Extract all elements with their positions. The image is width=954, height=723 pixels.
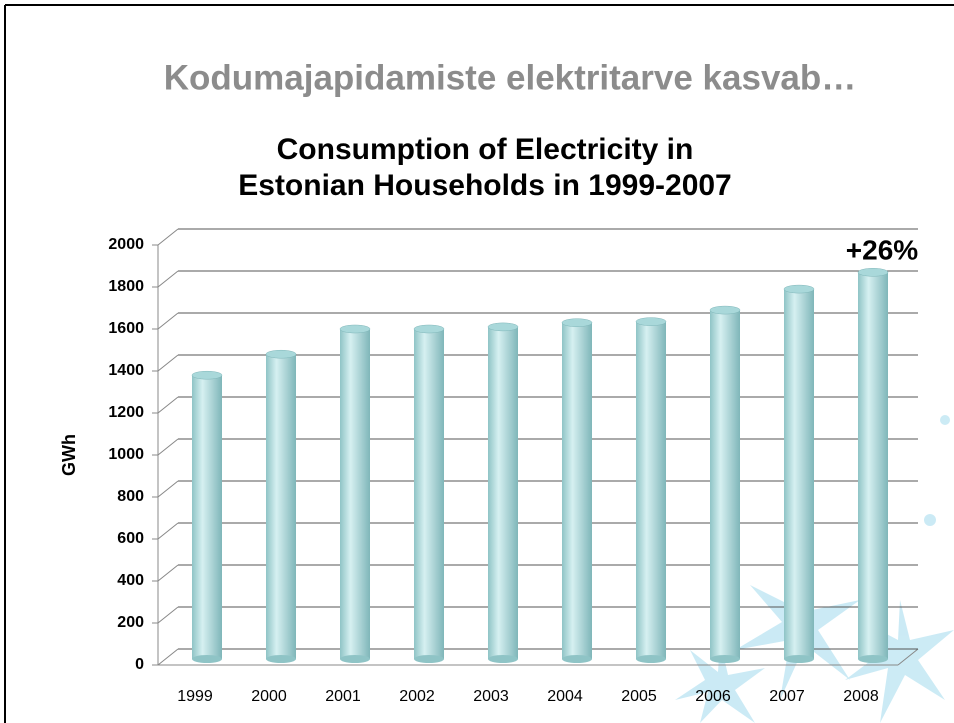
bar-top: [857, 268, 889, 277]
x-tick-label: 2006: [695, 688, 731, 705]
bar: [339, 324, 371, 663]
bar-top: [561, 318, 593, 327]
bar-base: [192, 655, 222, 663]
bar: [783, 284, 815, 663]
bar-base: [266, 655, 296, 663]
bar-body: [562, 322, 592, 659]
bar: [191, 370, 223, 663]
bar-body: [636, 321, 666, 659]
grid-line: [157, 438, 179, 456]
y-tick-label: 1800: [108, 278, 144, 295]
bar-body: [192, 375, 222, 659]
y-tick-label: 1600: [108, 320, 144, 337]
y-tick-label: 200: [117, 614, 144, 631]
bar: [635, 317, 667, 663]
y-tick-label: 800: [117, 488, 144, 505]
x-tick-label: 1999: [177, 688, 213, 705]
y-tick-label: 1200: [108, 404, 144, 421]
bar-top: [487, 322, 519, 332]
floor-line: [897, 648, 919, 666]
bar-base: [784, 655, 814, 663]
bar: [561, 318, 593, 663]
grid-line: [157, 606, 179, 624]
bar: [857, 268, 889, 663]
bar: [709, 305, 741, 663]
grid-line: [157, 354, 179, 372]
y-tick-label: 400: [117, 572, 144, 589]
bar-body: [340, 329, 370, 659]
y-tick-label: 1400: [108, 362, 144, 379]
x-tick-label: 2004: [547, 688, 583, 705]
slide-title: Kodumajapidamiste elektritarve kasvab…: [164, 58, 857, 97]
x-tick-label: 2003: [473, 688, 509, 705]
bar-body: [784, 289, 814, 659]
bar-top: [265, 349, 297, 359]
bar-top: [709, 305, 741, 315]
annotation: +26%: [846, 234, 918, 265]
grid-line: [157, 522, 179, 540]
bar-base: [710, 655, 740, 663]
bar: [413, 324, 445, 663]
grid-line: [157, 396, 179, 414]
bar-top: [635, 317, 667, 326]
bar-body: [858, 272, 888, 659]
grid-line: [157, 648, 179, 666]
y-tick-label: 600: [117, 530, 144, 547]
x-tick-label: 2000: [251, 688, 287, 705]
y-tick-label: 2000: [108, 236, 144, 253]
bar-base: [488, 655, 518, 663]
bar-top: [783, 284, 815, 294]
y-tick-label: 1000: [108, 446, 144, 463]
grid-line: [157, 564, 179, 582]
bar-base: [340, 655, 370, 663]
x-tick-label: 2008: [843, 688, 879, 705]
grid-line: [157, 228, 179, 246]
chart-title: Consumption of Electricity in Estonian H…: [238, 133, 732, 202]
bar-body: [710, 310, 740, 659]
bar-body: [266, 354, 296, 659]
bar-base: [414, 655, 444, 663]
bar-base: [858, 655, 888, 663]
y-axis-label: GWh: [59, 434, 79, 476]
x-tick-label: 2005: [621, 688, 657, 705]
bar-base: [562, 655, 592, 663]
grid-line: [157, 312, 179, 330]
x-tick-label: 2002: [399, 688, 435, 705]
bar-base: [636, 655, 666, 663]
bar: [487, 322, 519, 663]
grid-line: [157, 480, 179, 498]
x-tick-label: 2001: [325, 688, 361, 705]
bar-top: [413, 324, 445, 334]
bar-top: [191, 370, 223, 380]
bar-top: [339, 324, 371, 334]
bar-body: [488, 326, 518, 659]
grid-line: [157, 270, 179, 288]
bar: [265, 349, 297, 663]
x-tick-label: 2007: [769, 688, 805, 705]
y-tick-label: 0: [135, 656, 144, 673]
bar-body: [414, 329, 444, 659]
